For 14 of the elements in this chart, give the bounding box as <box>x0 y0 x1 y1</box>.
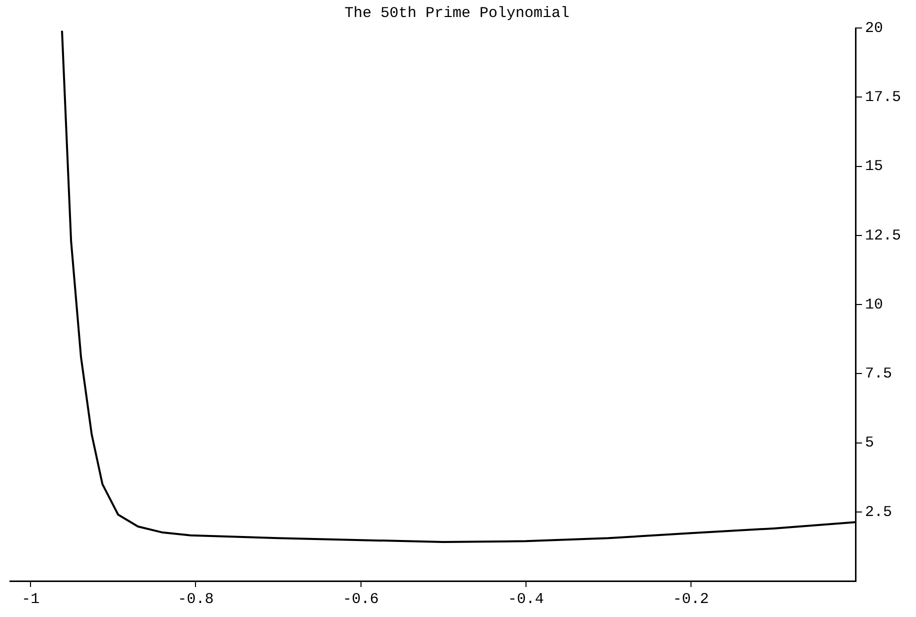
y-tick-label: 15 <box>864 158 884 176</box>
chart-title: The 50th Prime Polynomial <box>344 4 570 22</box>
y-tick-label: 10 <box>864 296 884 314</box>
y-tick-label: 7.5 <box>864 366 892 383</box>
y-tick-label: 17.5 <box>864 89 902 106</box>
y-tick-label: 12.5 <box>864 227 902 244</box>
x-tick-label: -1 <box>22 590 40 608</box>
y-tick-label: 20 <box>864 20 884 37</box>
y-tick-label: 2.5 <box>864 504 892 521</box>
x-tick-label: -0.2 <box>672 590 709 608</box>
x-tick-label: -0.4 <box>508 590 544 608</box>
y-tick-label: 5 <box>864 434 874 452</box>
x-tick-label: -0.8 <box>178 590 214 608</box>
x-tick-label: -0.6 <box>342 590 379 608</box>
